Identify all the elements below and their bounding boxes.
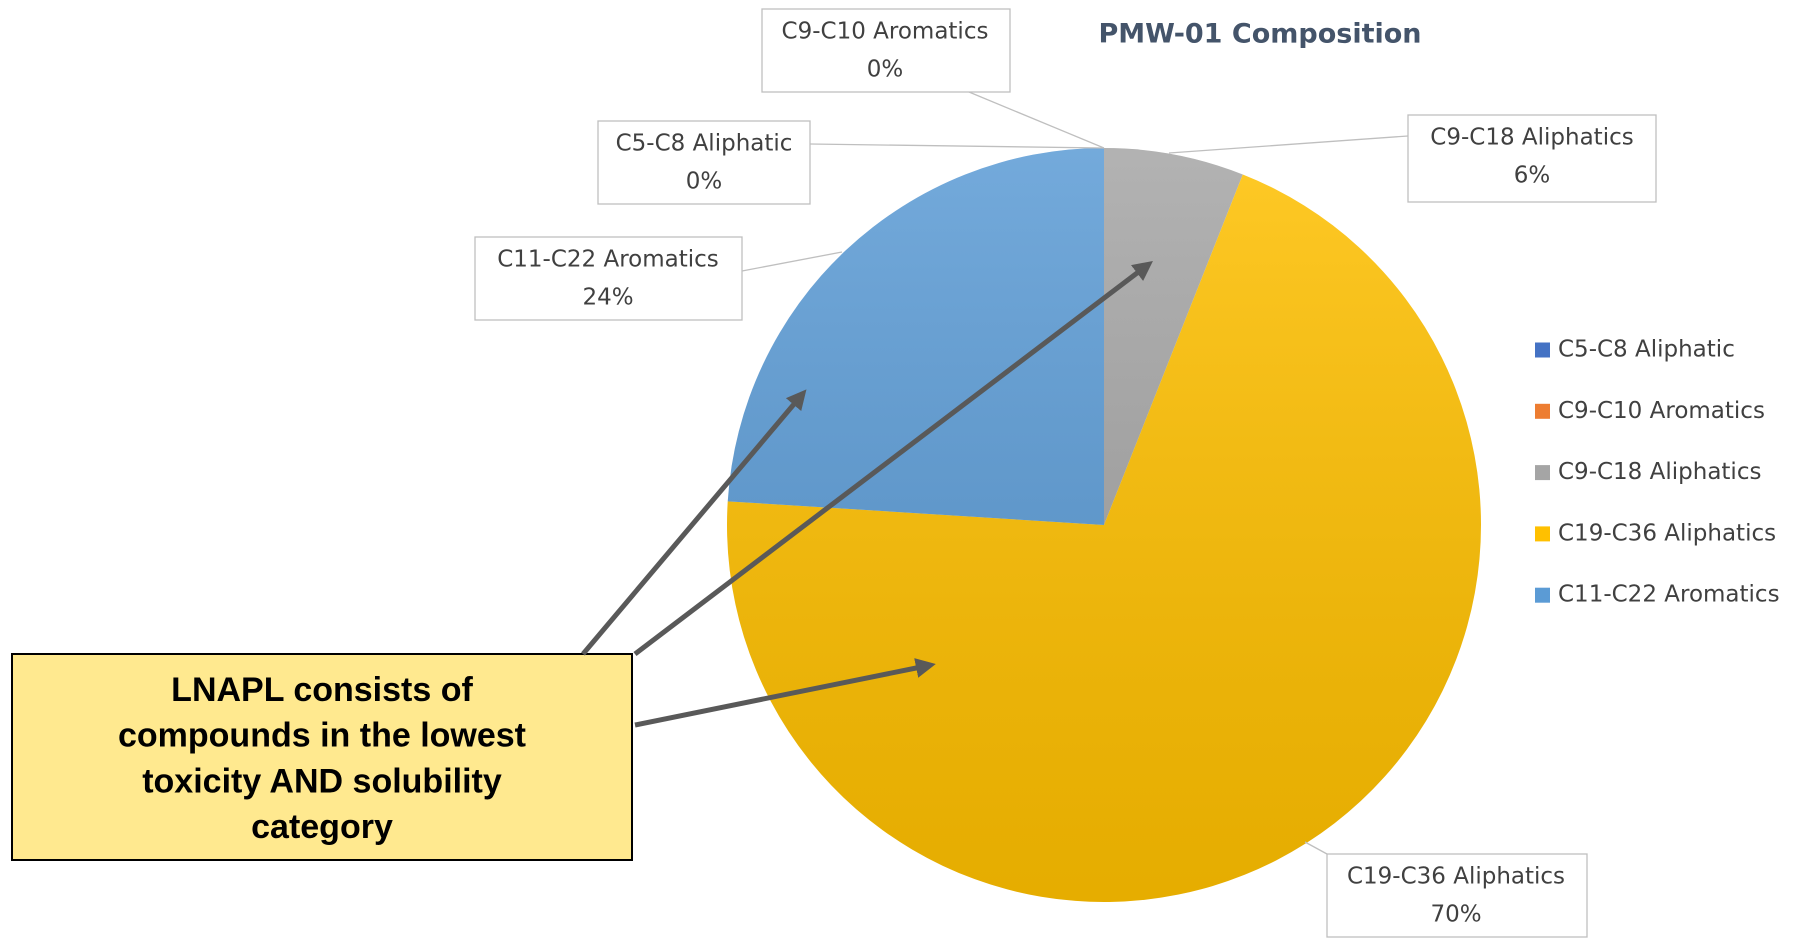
data-label-name: C9-C18 Aliphatics [1430,125,1633,151]
arrow [634,658,936,728]
legend: C5-C8 Aliphatic C9-C10 Aromatics C9-C18 Al… [1535,337,1780,608]
annotation-box [11,653,633,861]
leader-line [809,143,1105,149]
leader-lines [741,91,1409,855]
legend-label: C9-C18 Aliphatics [1558,459,1761,485]
data-label-value: 6% [1514,163,1551,189]
leader-line [741,251,843,272]
leader-line [1168,135,1409,154]
data-label-value: 0% [686,169,723,195]
legend-swatch [1535,465,1550,481]
data-labels: C5-C8 Aliphatic 0% C9-C10 Aromatics 0% C9-C1… [474,8,1657,938]
arrow [581,389,807,656]
pie [727,148,1481,902]
legend-label: C11-C22 Aromatics [1558,582,1780,608]
data-label-box [1407,114,1657,203]
annotation-line: LNAPL consists of [171,671,473,709]
legend-swatch [1535,587,1550,603]
data-label-name: C5-C8 Aliphatic [616,131,793,157]
data-label-box [761,8,1011,93]
arrow [633,260,1153,656]
legend-swatch [1535,403,1550,419]
annotation-line: toxicity AND solubility [142,762,502,800]
data-label-box [1326,853,1588,938]
data-label-value: 0% [867,57,904,83]
legend-label: C5-C8 Aliphatic [1558,337,1735,363]
leader-line [1304,841,1328,855]
legend-label: C9-C10 Aromatics [1558,398,1765,424]
data-label-box [474,236,743,321]
data-label-box [597,120,811,205]
arrows [581,260,1153,728]
annotation: LNAPL consists of compounds in the lowest… [118,671,526,846]
legend-swatch [1535,526,1550,542]
data-label-name: C19-C36 Aliphatics [1347,864,1565,890]
data-label-value: 70% [1430,902,1481,928]
data-label-value: 24% [582,285,633,311]
data-label-name: C11-C22 Aromatics [497,247,719,273]
legend-swatch [1535,342,1550,358]
annotation-line: category [251,808,393,846]
chart-title: PMW-01 Composition [1098,19,1421,50]
leader-line [968,91,1105,149]
legend-label: C19-C36 Aliphatics [1558,520,1776,546]
data-label-name: C9-C10 Aromatics [782,19,989,45]
annotation-line: compounds in the lowest [118,717,526,755]
